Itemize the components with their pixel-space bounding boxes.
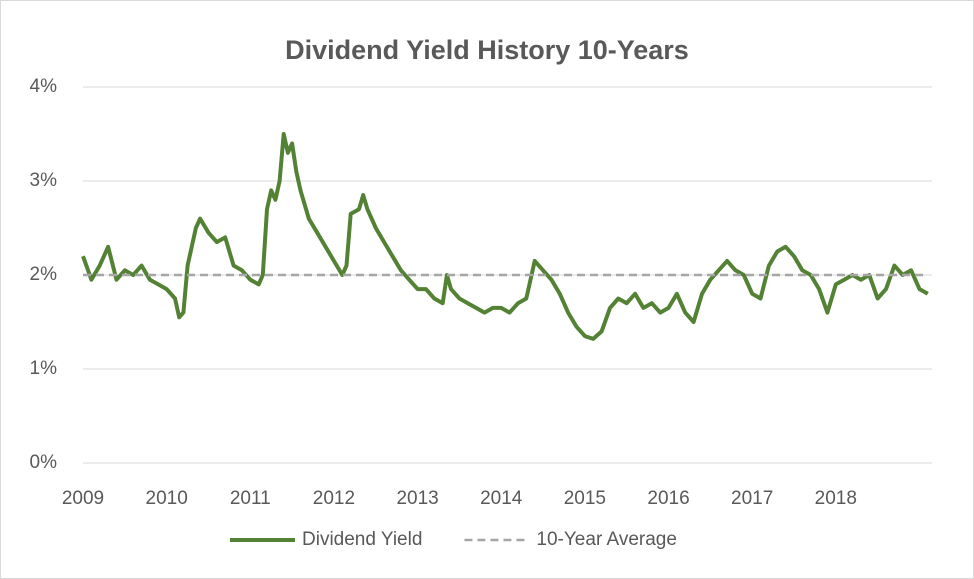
- x-tick-label: 2018: [815, 488, 857, 509]
- y-tick-label: 3%: [30, 170, 58, 191]
- x-tick-label: 2011: [230, 488, 271, 509]
- x-tick-label: 2017: [731, 488, 773, 509]
- x-tick-label: 2016: [647, 488, 689, 509]
- y-tick-label: 1%: [30, 358, 58, 379]
- x-tick-label: 2013: [396, 488, 438, 509]
- x-tick-label: 2015: [564, 488, 606, 509]
- x-tick-label: 2014: [480, 488, 523, 509]
- x-tick-label: 2010: [146, 488, 188, 509]
- y-tick-label: 4%: [30, 76, 58, 97]
- legend-label: Dividend Yield: [302, 529, 422, 550]
- x-tick-label: 2012: [313, 488, 355, 509]
- y-tick-label: 2%: [30, 264, 58, 285]
- x-tick-label: 2009: [62, 488, 104, 509]
- series-line: [81, 132, 929, 341]
- legend-label: 10-Year Average: [536, 529, 677, 550]
- y-tick-label: 0%: [30, 452, 58, 473]
- chart-title: Dividend Yield History 10-Years: [285, 35, 689, 65]
